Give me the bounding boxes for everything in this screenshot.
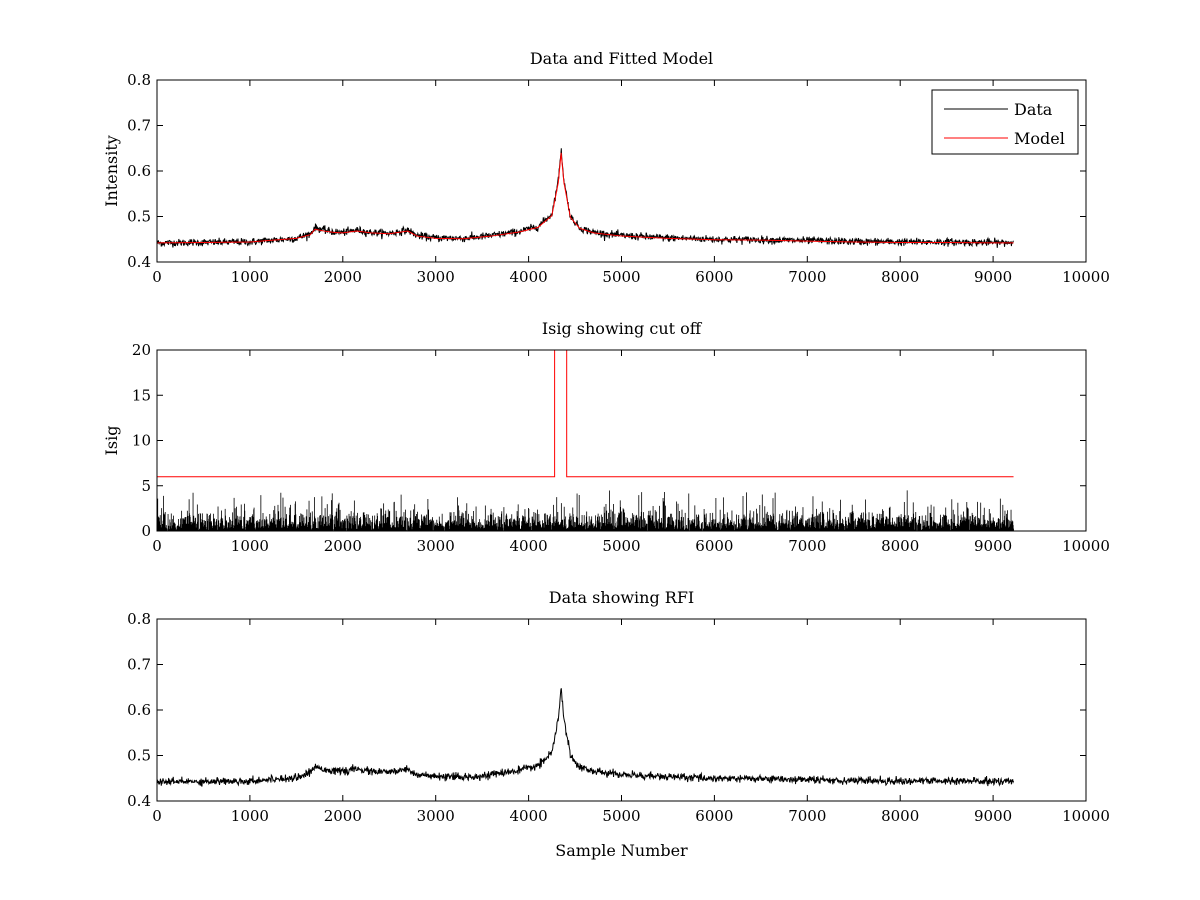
x-tick-label: 9000	[974, 537, 1012, 555]
x-tick-label: 7000	[788, 807, 826, 825]
x-tick-label: 3000	[417, 537, 455, 555]
legend-box	[931, 89, 1079, 155]
y-tick-label: 15	[132, 386, 151, 404]
x-tick-label: 2000	[324, 268, 362, 286]
y-tick-label: 0.5	[127, 208, 151, 226]
x-tick-label: 1000	[231, 807, 269, 825]
x-axis-label: Sample Number	[555, 841, 688, 860]
chart-panel-3: 0 1000 2000 3000 4000 5000 6000 7000 8000 9000 100…	[127, 588, 1110, 860]
x-tick-label: 3000	[417, 268, 455, 286]
series-cut-off-line	[157, 350, 1014, 478]
y-tick-label: 0.6	[127, 701, 151, 719]
x-tick-label: 1000	[231, 537, 269, 555]
axes-box	[156, 618, 1087, 802]
y-tick-label: 0.8	[127, 610, 151, 628]
axes-box	[156, 349, 1087, 532]
y-tick-label: 0	[141, 522, 151, 540]
legend: Data Model	[931, 89, 1079, 155]
x-tick-label: 5000	[602, 807, 640, 825]
series-data-line	[157, 688, 1015, 787]
x-tick-label: 0	[152, 268, 162, 286]
x-tick-label: 1000	[231, 268, 269, 286]
legend-label-data: Data	[1014, 100, 1053, 119]
series-isig-line	[157, 490, 1014, 531]
x-tick-label: 2000	[324, 537, 362, 555]
legend-label-model: Model	[1014, 129, 1065, 148]
x-tick-label: 2000	[324, 807, 362, 825]
chart-title: Data and Fitted Model	[530, 49, 713, 68]
y-tick-label: 0.6	[127, 162, 151, 180]
x-tick-label: 8000	[881, 537, 919, 555]
x-tick-label: 8000	[881, 807, 919, 825]
x-tick-label: 3000	[417, 807, 455, 825]
y-tick-label: 0.4	[127, 253, 151, 271]
x-tick-label: 5000	[602, 268, 640, 286]
x-tick-label: 0	[152, 537, 162, 555]
x-tick-label: 6000	[695, 268, 733, 286]
x-tick-label: 8000	[881, 268, 919, 286]
chart-panel-1: 0 1000 2000 3000 4000 5000 6000 7000 8000 9000 100…	[102, 49, 1110, 286]
y-tick-label: 10	[132, 432, 151, 450]
x-tick-label: 0	[152, 807, 162, 825]
chart-panel-2: 0 1000 2000 3000 4000 5000 6000 7000 8000 9000 100…	[102, 319, 1110, 555]
y-axis-label: Intensity	[102, 135, 121, 207]
x-tick-label: 4000	[510, 537, 548, 555]
y-tick-label: 0.4	[127, 792, 151, 810]
y-tick-label: 0.8	[127, 71, 151, 89]
x-tick-label: 10000	[1062, 537, 1110, 555]
y-tick-label: 5	[141, 477, 151, 495]
x-tick-label: 4000	[510, 807, 548, 825]
x-tick-label: 9000	[974, 268, 1012, 286]
x-tick-label: 10000	[1062, 268, 1110, 286]
y-tick-label: 20	[132, 341, 151, 359]
x-tick-label: 4000	[510, 268, 548, 286]
x-tick-label: 9000	[974, 807, 1012, 825]
y-axis-label: Isig	[102, 426, 121, 456]
series-data-line	[157, 148, 1014, 248]
chart-title: Isig showing cut off	[542, 319, 703, 338]
y-tick-label: 0.7	[127, 117, 151, 135]
series-model-line	[157, 152, 1014, 244]
y-tick-label: 0.7	[127, 656, 151, 674]
x-tick-label: 5000	[602, 537, 640, 555]
x-tick-label: 6000	[695, 807, 733, 825]
x-tick-label: 10000	[1062, 807, 1110, 825]
x-tick-label: 7000	[788, 268, 826, 286]
x-tick-label: 7000	[788, 537, 826, 555]
x-tick-label: 6000	[695, 537, 733, 555]
y-tick-label: 0.5	[127, 747, 151, 765]
chart-title: Data showing RFI	[549, 588, 694, 607]
